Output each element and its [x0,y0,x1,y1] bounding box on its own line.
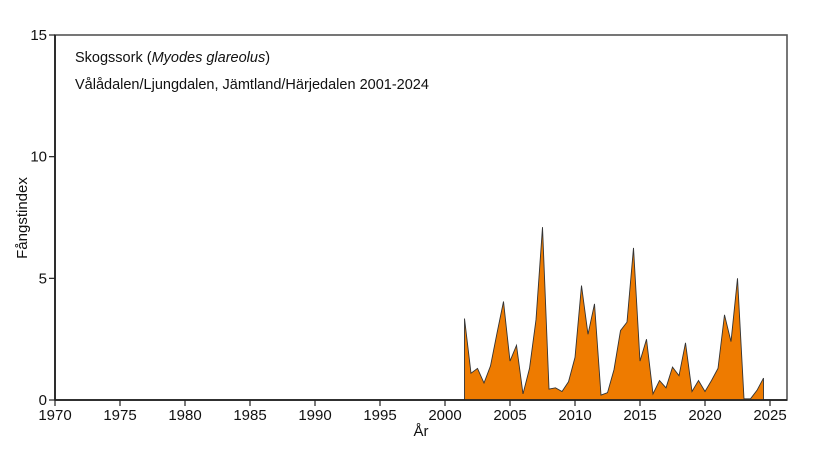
x-tick-label: 1970 [38,407,71,424]
x-tick-label: 1980 [168,407,201,424]
data-area [464,227,764,401]
x-tick-label: 2000 [428,407,461,424]
chart-title: Skogssork (Myodes glareolus) [75,50,270,66]
x-tick-label: 1985 [233,407,266,424]
x-axis-ticks: 1970 1975 1980 1985 1990 1995 2000 2005 2010 2015… [38,400,787,424]
x-tick-label: 2025 [753,407,786,424]
x-tick-label: 1975 [103,407,136,424]
chart-subtitle: Vålådalen/Ljungdalen, Jämtland/Härjedale… [75,77,429,93]
x-tick-label: 1995 [363,407,396,424]
x-tick-label: 2015 [623,407,656,424]
x-axis-title: År [414,423,429,440]
y-tick-label: 15 [30,27,47,44]
x-tick-label: 2005 [493,407,526,424]
y-axis-ticks: 0 5 10 15 [30,27,55,409]
x-tick-label: 2010 [558,407,591,424]
y-tick-label: 0 [39,392,47,409]
y-axis-title: Fångstindex [14,177,31,259]
y-tick-label: 10 [30,149,47,166]
x-tick-label: 2020 [688,407,721,424]
x-tick-label: 1990 [298,407,331,424]
y-tick-label: 5 [39,270,47,287]
